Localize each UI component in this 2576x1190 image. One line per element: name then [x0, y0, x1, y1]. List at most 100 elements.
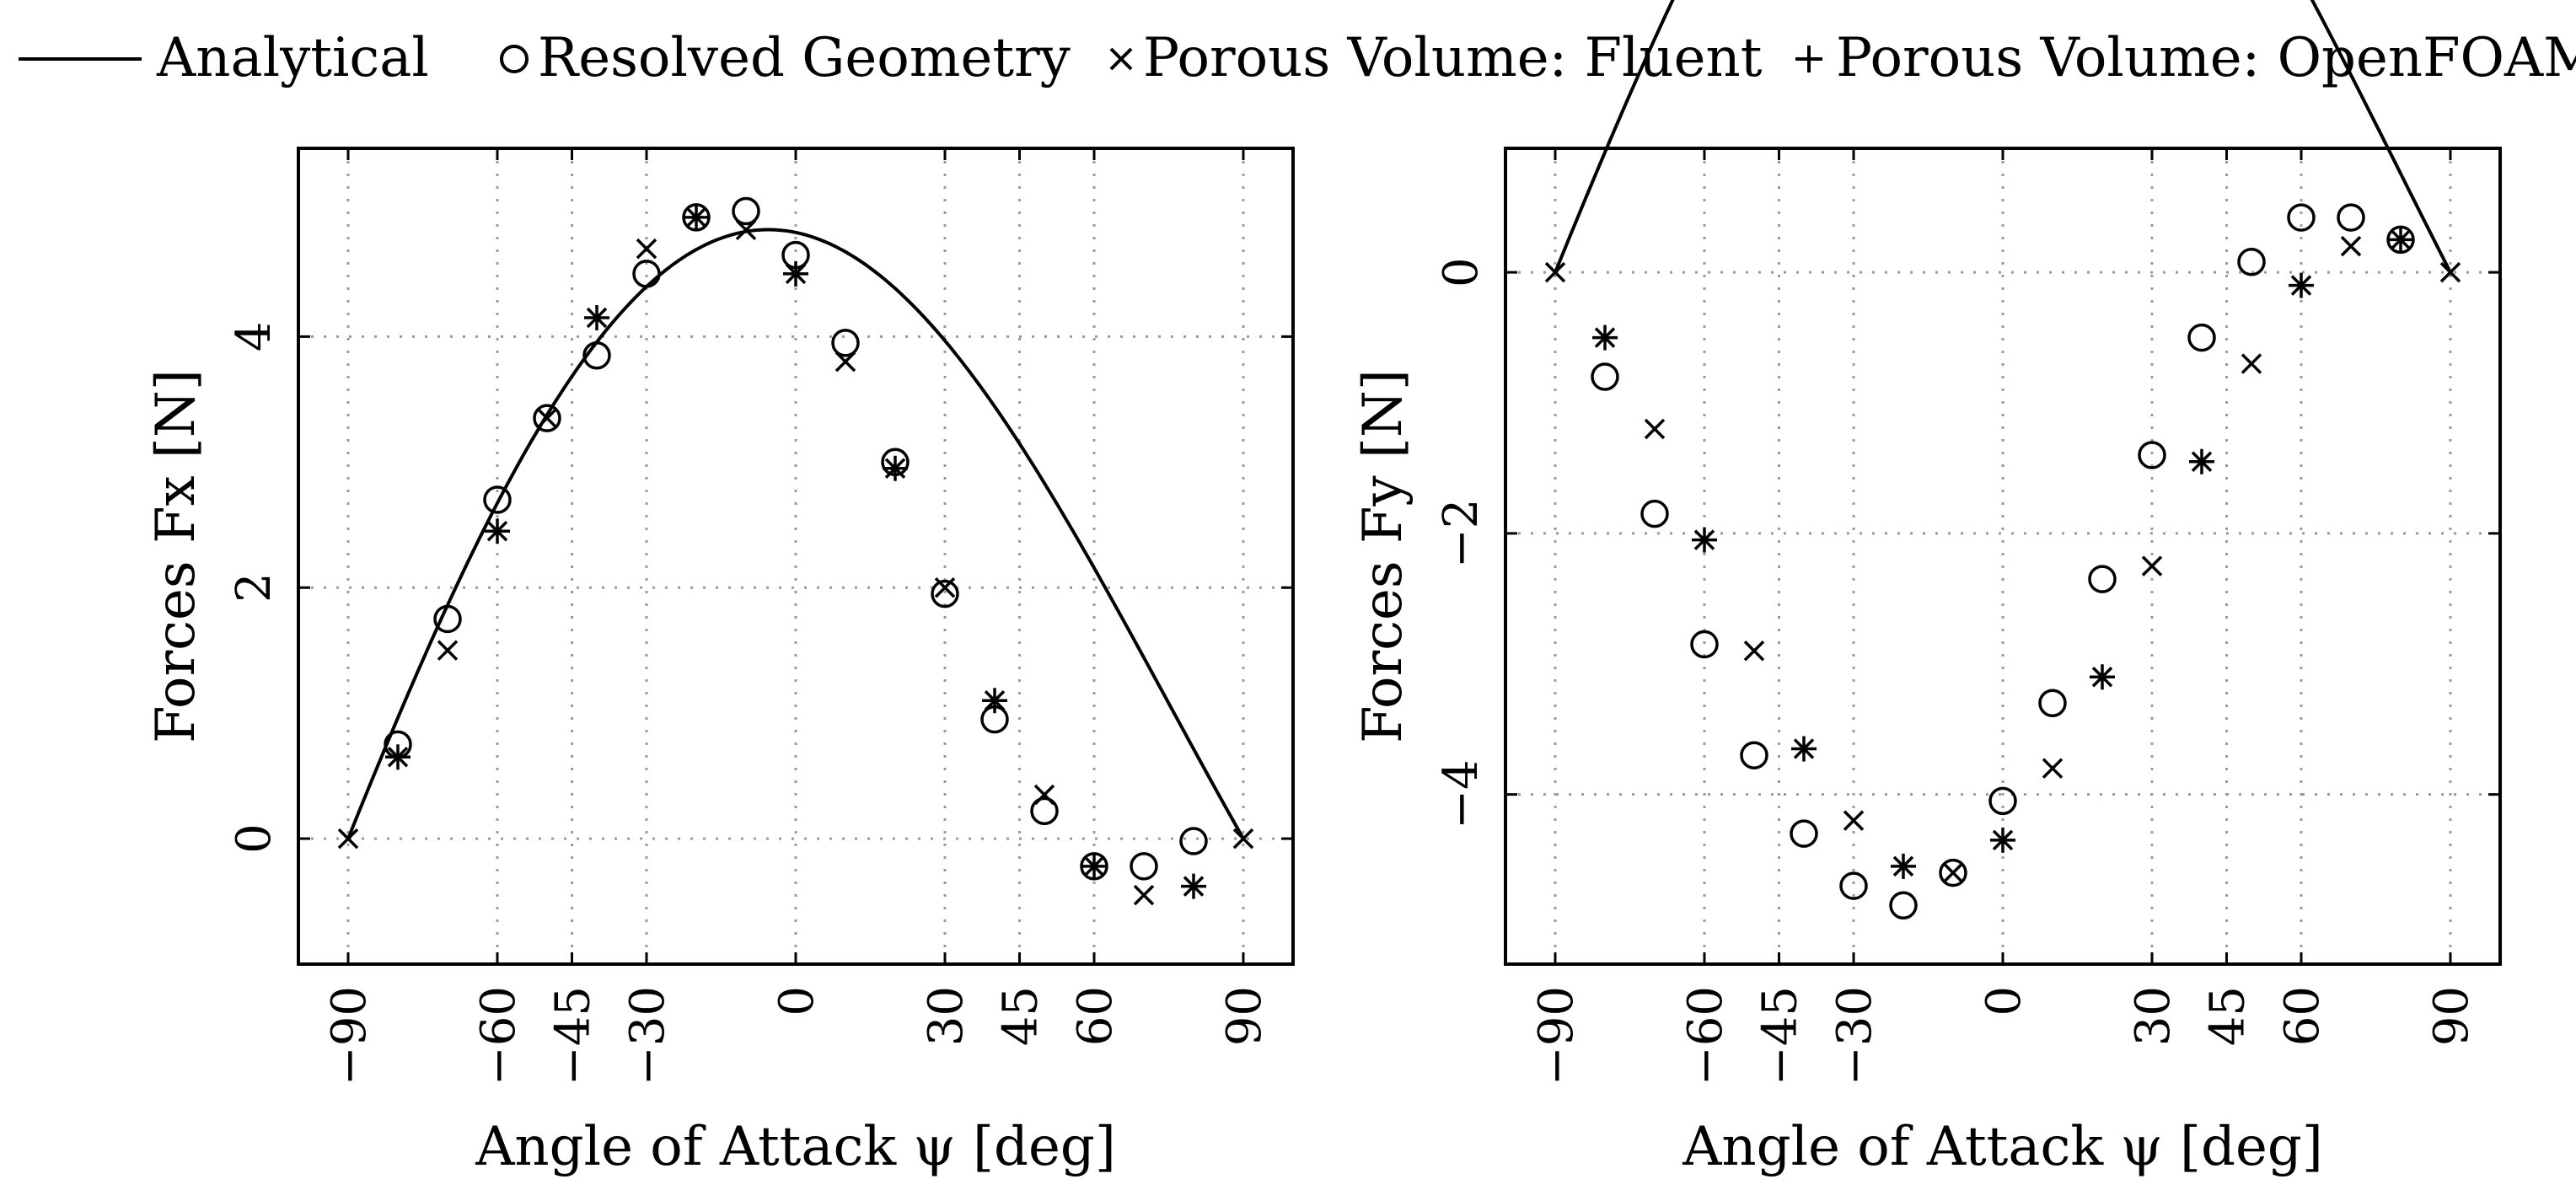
chart-1-xtick-label-5: 30 — [2126, 986, 2181, 1046]
chart-0-plus-point-7 — [1081, 853, 1107, 879]
chart-0-plus-point-6 — [982, 688, 1007, 714]
chart-1-circle-point-10 — [2088, 565, 2117, 593]
chart-0-circle-point-9 — [831, 329, 860, 357]
chart-1-cross-point-10 — [2042, 758, 2063, 779]
chart-1-plus-point-8 — [2388, 227, 2413, 253]
chart-0-plus-point-0 — [385, 744, 411, 770]
chart-1-cross-point-4 — [1743, 641, 1765, 662]
chart-0-xtick-label-5: 30 — [919, 986, 974, 1046]
chart-0-cross-point-8 — [735, 219, 757, 241]
chart-0-xtick-label-8: 90 — [1217, 986, 1272, 1046]
chart-1-circle-point-11 — [2138, 441, 2166, 469]
chart-1-xtick-label-2: −45 — [1753, 986, 1808, 1085]
chart-0-plus-point-8 — [1181, 873, 1206, 899]
chart-fy: −90 −60 −45 −30 0 30 45 60 90 −4 −2 0 Angle of Attac… — [1352, 0, 2502, 1178]
chart-0-xtick-label-0: −90 — [322, 986, 377, 1085]
chart-0-cross-point-2 — [437, 640, 459, 661]
chart-1-ytick-label-0: −4 — [1434, 759, 1489, 829]
chart-1-cross-point-12 — [2141, 555, 2163, 576]
chart-1-circle-point-5 — [1839, 871, 1868, 900]
chart-0-ytick-label-0: 0 — [227, 823, 282, 854]
legend-circle-marker — [500, 45, 529, 73]
chart-0-circle-point-2 — [483, 485, 512, 514]
chart-fx: −90 −60 −45 −30 0 30 45 60 90 0 2 4 Angle of Attack … — [145, 147, 1295, 1178]
legend: Analytical Resolved Geometry Porous Volu… — [19, 27, 2576, 89]
legend-plus-marker — [1795, 46, 1822, 72]
chart-0-cross-point-16 — [1133, 884, 1155, 906]
chart-0-cross-point-0 — [337, 828, 359, 850]
chart-1-cross-point-0 — [1544, 261, 1566, 283]
chart-1-circle-point-12 — [2187, 323, 2216, 352]
chart-1-xtick-label-4: 0 — [1977, 986, 2031, 1016]
chart-1-circle-point-7 — [1939, 858, 1967, 887]
chart-0-x-axis-title: Angle of Attack ψ [deg] — [475, 1116, 1116, 1178]
chart-1-y-axis-title: Forces Fy [N] — [1352, 369, 1414, 743]
chart-0-xtick-label-7: 60 — [1068, 986, 1123, 1046]
chart-1-circle-point-15 — [2337, 203, 2365, 232]
chart-1-circle-point-2 — [1690, 630, 1719, 659]
chart-1-plus-point-7 — [2289, 272, 2314, 298]
chart-1-circle-point-8 — [1988, 786, 2017, 816]
chart-0-circle-point-3 — [533, 404, 561, 432]
chart-1-plus-point-2 — [1791, 736, 1817, 762]
chart-1-ytick-label-2: 0 — [1434, 257, 1489, 287]
chart-1-circle-point-0 — [1591, 362, 1619, 391]
chart-1-circle-point-6 — [1889, 891, 1918, 920]
chart-0-circle-point-13 — [1030, 796, 1059, 826]
chart-0-xtick-label-4: 0 — [770, 986, 824, 1016]
chart-0-plus-point-4 — [783, 260, 808, 287]
chart-0-cross-point-10 — [835, 351, 856, 373]
chart-1-xtick-label-6: 45 — [2201, 986, 2256, 1046]
chart-1-circle-point-1 — [1640, 499, 1669, 528]
chart-1-cross-point-2 — [1644, 418, 1666, 440]
chart-0-xtick-label-2: −45 — [546, 986, 601, 1085]
chart-1-cross-point-8 — [1942, 862, 1964, 883]
chart-0-circle-point-11 — [931, 579, 959, 608]
chart-0-plus-point-3 — [684, 204, 709, 230]
legend-label-analytical: Analytical — [156, 27, 429, 89]
legend-label-resolved-geometry: Resolved Geometry — [538, 27, 1071, 89]
chart-0-cross-point-4 — [536, 407, 558, 429]
chart-1-circle-point-4 — [1790, 819, 1818, 848]
chart-0-xtick-label-6: 45 — [994, 986, 1049, 1046]
legend-label-porous-openfoam: Porous Volume: OpenFOAM — [1836, 27, 2576, 89]
chart-1-xtick-label-0: −90 — [1529, 986, 1584, 1085]
chart-1-plus-point-0 — [1592, 324, 1618, 351]
chart-0-circle-point-15 — [1130, 852, 1158, 881]
chart-1-plus-point-6 — [2189, 448, 2214, 474]
chart-1-plus-point-1 — [1692, 527, 1717, 553]
legend-label-porous-fluent: Porous Volume: Fluent — [1143, 27, 1763, 89]
chart-0-circle-point-7 — [732, 196, 760, 226]
chart-1-cross-point-18 — [2439, 261, 2461, 283]
chart-0-circle-point-16 — [1179, 827, 1208, 855]
chart-0-circle-point-1 — [433, 604, 462, 634]
chart-1-xtick-label-8: 90 — [2424, 986, 2479, 1046]
chart-0-plus-point-1 — [485, 518, 510, 544]
chart-0-xtick-label-3: −30 — [620, 986, 675, 1085]
chart-1-circle-point-14 — [2287, 203, 2316, 232]
chart-0-cross-point-14 — [1033, 784, 1055, 806]
chart-1-cross-point-16 — [2340, 235, 2362, 257]
chart-1-circle-point-13 — [2237, 247, 2266, 276]
chart-0-plus-point-5 — [883, 455, 908, 481]
chart-1-circle-point-9 — [2038, 689, 2067, 717]
chart-1-xtick-label-7: 60 — [2275, 986, 2330, 1046]
chart-1-xtick-label-1: −60 — [1678, 986, 1733, 1085]
chart-0-ytick-label-2: 4 — [227, 322, 282, 352]
chart-0-y-axis-title: Forces Fx [N] — [145, 369, 207, 743]
chart-1-plus-point-3 — [1891, 853, 1916, 879]
chart-1-plus-point-4 — [1990, 827, 2015, 853]
chart-1-circle-point-3 — [1740, 741, 1768, 769]
chart-0-analytical-curve — [346, 228, 1245, 840]
chart-0-cross-point-12 — [934, 576, 956, 598]
chart-1-xtick-label-3: −30 — [1827, 986, 1882, 1085]
chart-0-cross-point-6 — [636, 238, 657, 260]
chart-1-plus-point-5 — [2090, 664, 2115, 690]
legend-cross-marker — [1109, 47, 1133, 71]
chart-0-circle-point-5 — [632, 260, 661, 288]
chart-0-cross-point-18 — [1232, 828, 1254, 850]
chart-1-x-axis-title: Angle of Attack ψ [deg] — [1682, 1116, 2323, 1178]
chart-0-plus-point-2 — [584, 305, 609, 331]
chart-0-circle-point-4 — [582, 340, 611, 370]
